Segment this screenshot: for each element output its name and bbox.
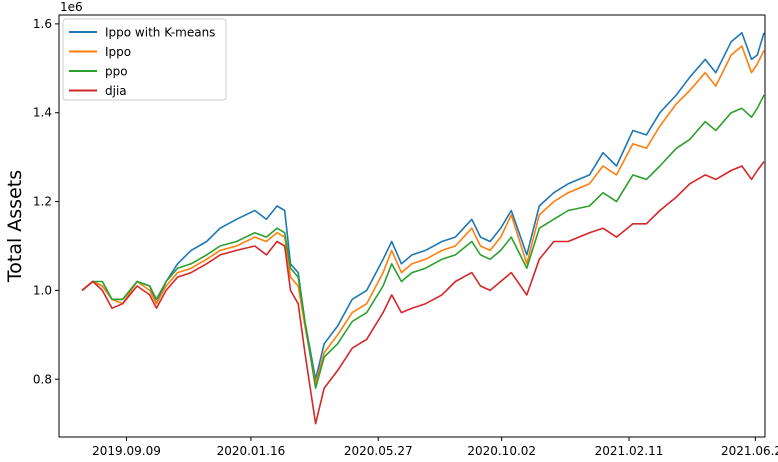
y-tick-label-4: 1.6 (33, 17, 52, 31)
x-tick-label-0: 2019.09.09 (92, 444, 161, 458)
series-layer (81, 31, 765, 425)
series-line-0 (81, 31, 765, 381)
legend-label-0: Ippo with K-means (105, 26, 215, 40)
y-axis-label: Total Assets (4, 170, 26, 283)
y-tick-label-1: 1.0 (33, 283, 52, 297)
series-line-3 (81, 161, 765, 425)
y-offset-label: 1e6 (60, 0, 83, 14)
x-tick-label-4: 2021.02.11 (595, 444, 664, 458)
plot-frame (58, 14, 766, 438)
x-tick-label-2: 2020.05.27 (344, 444, 413, 458)
legend-label-2: ppo (105, 65, 128, 79)
series-line-2 (81, 94, 765, 389)
series-line-1 (81, 45, 765, 385)
legend-box (62, 18, 227, 101)
x-axis: 2019.09.09 2020.01.16 2020.05.27 2020.10.02… (92, 437, 778, 458)
y-tick-label-3: 1.4 (33, 106, 52, 120)
y-tick-label-2: 1.2 (33, 195, 52, 209)
legend-label-1: Ippo (105, 45, 131, 59)
legend-label-3: djia (105, 84, 127, 98)
x-tick-label-5: 2021.06.22 (721, 444, 778, 458)
legend: Ippo with K-means Ippo ppo djia (62, 18, 227, 101)
x-tick-label-1: 2020.01.16 (217, 444, 286, 458)
x-tick-label-3: 2020.10.02 (467, 444, 536, 458)
y-tick-label-0: 0.8 (33, 372, 52, 386)
y-axis: 0.8 1.0 1.2 1.4 1.6 (33, 17, 59, 386)
